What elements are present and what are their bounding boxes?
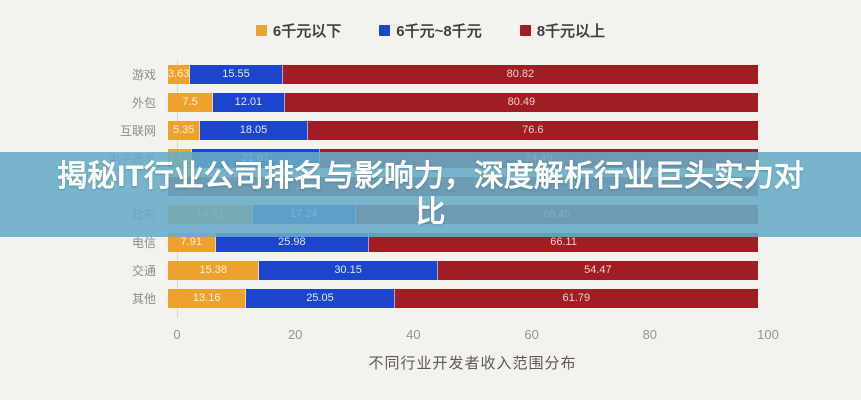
x-axis-tick-label: 100	[757, 327, 779, 342]
headline-text-line1: 揭秘IT行业公司排名与影响力，深度解析行业巨头实力对	[57, 159, 804, 193]
legend-item: 8千元以上	[519, 20, 606, 41]
category-label: 其他	[131, 291, 156, 306]
x-axis-tick-label: 80	[642, 327, 658, 342]
category-label: 电信	[131, 235, 156, 250]
legend-label: 6千元以下	[272, 23, 342, 40]
bar-segment-high: 80.49	[284, 92, 758, 112]
bar-track: 7.91 25.98 66.11	[168, 232, 758, 252]
bar-row: 互联网 5.35 18.05 76.6	[0, 116, 861, 144]
x-axis-tick-label: 0	[173, 327, 181, 342]
bar-row: 交通 15.38 30.15 54.47	[0, 256, 861, 284]
bar-row: 其他 13.16 25.05 61.79	[0, 284, 861, 312]
x-axis-tick-label: 40	[406, 327, 421, 342]
bar-row: 电信 7.91 25.98 66.11	[0, 228, 861, 256]
bar-segment-high: 66.11	[369, 232, 758, 252]
bar-track: 13.16 25.05 61.79	[168, 288, 758, 308]
legend-label: 6千元~8千元	[396, 23, 482, 40]
bar-track: 3.63 15.55 80.82	[168, 64, 758, 84]
bar-segment-high: 54.47	[437, 260, 758, 280]
headline-text-line2: 比	[415, 195, 446, 229]
bar-segment-low: 7.5	[168, 92, 214, 112]
category-label: 外包	[131, 95, 156, 110]
bar-segment-mid: 25.05	[246, 288, 395, 308]
chart-legend: 6千元以下 6千元~8千元 8千元以上	[0, 20, 861, 41]
bar-track: 15.38 30.15 54.47	[168, 260, 758, 280]
legend-item: 6千元~8千元	[379, 20, 482, 41]
legend-item: 6千元以下	[255, 20, 342, 41]
bar-segment-low: 3.63	[168, 64, 191, 84]
bar-segment-mid: 30.15	[259, 260, 438, 280]
bar-segment-low: 15.38	[168, 260, 260, 280]
category-label: 交通	[131, 263, 156, 278]
legend-swatch-icon	[379, 25, 391, 36]
bar-segment-mid: 15.55	[190, 64, 283, 84]
bar-segment-mid: 12.01	[213, 92, 285, 112]
x-axis-tick-label: 20	[287, 327, 303, 342]
x-axis-tick-label: 60	[524, 327, 539, 342]
bar-track: 5.35 18.05 76.6	[168, 120, 758, 140]
headline-banner: 揭秘IT行业公司排名与影响力，深度解析行业巨头实力对 比	[0, 152, 861, 237]
bar-segment-low: 13.16	[168, 288, 247, 308]
bar-segment-mid: 18.05	[200, 120, 308, 140]
legend-swatch-icon	[519, 25, 531, 36]
x-axis-ticks: 0 20 40 60 80 100	[173, 327, 778, 343]
category-label: 游戏	[131, 67, 156, 82]
bar-segment-high: 80.82	[282, 64, 758, 84]
bar-row: 游戏 3.63 15.55 80.82	[0, 60, 861, 88]
bar-segment-high: 61.79	[394, 288, 758, 308]
bar-segment-low: 7.91	[168, 232, 216, 252]
legend-label: 8千元以上	[536, 23, 606, 40]
bar-segment-mid: 25.98	[215, 232, 370, 252]
bar-row: 外包 7.5 12.01 80.49	[0, 88, 861, 116]
legend-swatch-icon	[255, 25, 267, 36]
bar-segment-low: 5.35	[168, 120, 201, 140]
bar-segment-high: 76.6	[307, 120, 758, 140]
bar-track: 7.5 12.01 80.49	[168, 92, 758, 112]
chart-title: 不同行业开发者收入范围分布	[368, 355, 577, 372]
category-label: 互联网	[119, 123, 156, 138]
